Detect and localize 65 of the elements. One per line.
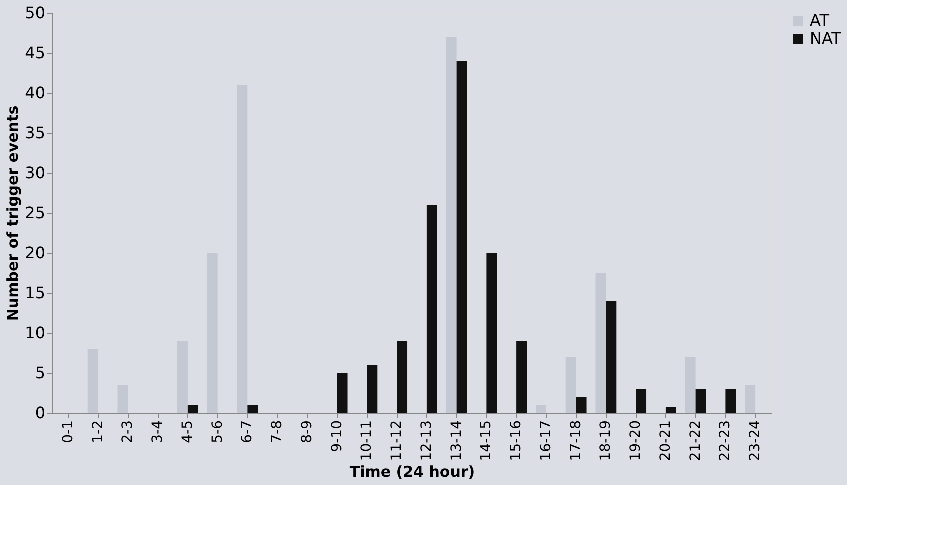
x-tick-label: 20-21 bbox=[658, 420, 674, 462]
y-tick-label: 30 bbox=[25, 164, 46, 182]
bar bbox=[596, 273, 606, 413]
bar bbox=[566, 357, 576, 413]
bar bbox=[337, 373, 348, 413]
bar bbox=[486, 253, 498, 413]
bar bbox=[696, 389, 706, 413]
bar bbox=[118, 385, 128, 413]
y-tick-label: 20 bbox=[25, 244, 46, 262]
bar bbox=[88, 349, 98, 413]
y-tick-label: 5 bbox=[35, 364, 46, 382]
bar bbox=[426, 205, 438, 413]
bar bbox=[536, 405, 546, 413]
y-axis-title: Number of trigger events bbox=[4, 106, 22, 322]
x-tick-label: 2-3 bbox=[120, 420, 136, 444]
y-tick-label: 50 bbox=[25, 4, 46, 22]
bar bbox=[367, 365, 378, 413]
bar bbox=[397, 341, 408, 413]
bar bbox=[177, 341, 188, 413]
legend-label: NAT bbox=[810, 29, 842, 48]
bar bbox=[237, 85, 248, 413]
x-tick-label: 7-8 bbox=[270, 420, 286, 444]
bar bbox=[666, 407, 676, 413]
x-tick-label: 9-10 bbox=[329, 420, 346, 452]
bar bbox=[207, 253, 218, 413]
x-tick-label: 21-22 bbox=[688, 420, 704, 462]
x-tick-label: 22-23 bbox=[718, 420, 734, 462]
y-tick-label: 25 bbox=[25, 204, 46, 222]
x-tick-label: 6-7 bbox=[240, 420, 256, 444]
x-tick-label: 19-20 bbox=[628, 420, 644, 462]
x-tick-label: 1-2 bbox=[90, 420, 106, 444]
bar bbox=[576, 397, 587, 413]
bar bbox=[685, 357, 696, 413]
x-tick-label: 18-19 bbox=[598, 420, 614, 462]
legend-label: AT bbox=[810, 11, 830, 30]
x-tick-label: 4-5 bbox=[180, 420, 196, 444]
x-tick-label: 17-18 bbox=[568, 420, 584, 462]
bar bbox=[636, 389, 647, 413]
x-axis-title: Time (24 hour) bbox=[350, 463, 476, 482]
bar bbox=[726, 389, 736, 413]
x-tick-label: 16-17 bbox=[538, 420, 554, 462]
x-tick-label: 0-1 bbox=[60, 420, 76, 444]
x-tick-label: 13-14 bbox=[448, 420, 465, 462]
y-tick-label: 0 bbox=[35, 404, 46, 422]
bar bbox=[516, 341, 528, 413]
y-tick-label: 45 bbox=[25, 44, 46, 62]
x-tick-label: 14-15 bbox=[478, 420, 495, 462]
y-tick-label: 35 bbox=[25, 124, 46, 142]
x-tick-label: 11-12 bbox=[389, 420, 406, 462]
y-tick-label: 10 bbox=[25, 324, 46, 342]
y-tick-label: 15 bbox=[25, 284, 46, 302]
x-tick-label: 10-11 bbox=[359, 420, 376, 462]
bar bbox=[248, 405, 258, 413]
x-tick-label: 23-24 bbox=[748, 420, 764, 462]
x-tick-label: 5-6 bbox=[210, 420, 226, 444]
x-tick-label: 15-16 bbox=[508, 420, 525, 462]
bar bbox=[456, 61, 468, 413]
x-tick-label: 3-4 bbox=[150, 420, 166, 444]
bar bbox=[606, 301, 617, 413]
bar bbox=[745, 385, 756, 413]
bar bbox=[188, 405, 198, 413]
bar bbox=[446, 37, 457, 413]
y-tick-label: 40 bbox=[25, 84, 46, 102]
x-tick-label: 8-9 bbox=[299, 420, 316, 444]
x-tick-label: 12-13 bbox=[418, 420, 435, 462]
